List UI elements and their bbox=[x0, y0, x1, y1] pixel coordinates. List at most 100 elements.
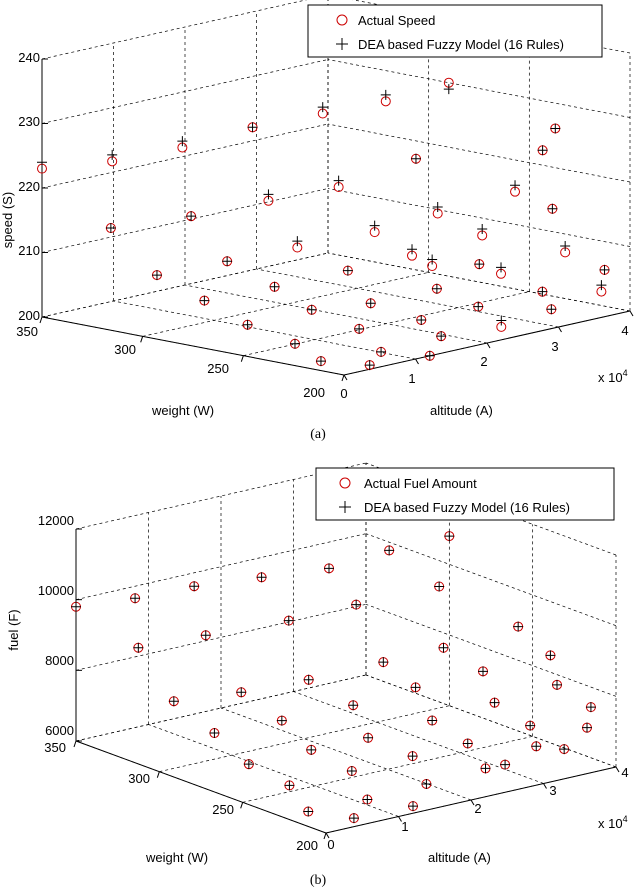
y-tick-mark bbox=[39, 316, 43, 324]
model-data-point bbox=[545, 650, 556, 661]
chart-b-caption: (b) bbox=[310, 873, 327, 888]
grid-line bbox=[365, 533, 617, 626]
model-data-point bbox=[525, 720, 536, 731]
y-tick-mark bbox=[140, 336, 144, 343]
model-data-point bbox=[443, 84, 454, 95]
grid-line bbox=[41, 252, 329, 318]
model-data-point bbox=[427, 254, 438, 265]
chart-a-z-tick: 240 bbox=[18, 50, 40, 65]
chart-b-z-tick: 8000 bbox=[45, 653, 74, 668]
grid-line bbox=[113, 300, 416, 360]
model-data-point bbox=[256, 572, 267, 583]
model-data-point bbox=[276, 715, 287, 726]
model-data-point bbox=[546, 304, 557, 315]
model-data-point bbox=[200, 630, 211, 641]
grid-line bbox=[184, 284, 488, 344]
model-data-point bbox=[243, 759, 254, 770]
x-tick-mark bbox=[470, 799, 475, 806]
model-data-point bbox=[333, 175, 344, 186]
model-data-point bbox=[168, 696, 179, 707]
grid-line bbox=[75, 533, 367, 601]
y-axis-line bbox=[41, 316, 345, 376]
grid-line bbox=[327, 123, 631, 183]
model-data-point bbox=[432, 202, 443, 213]
grid-line bbox=[365, 604, 617, 697]
y-tick-mark bbox=[73, 740, 77, 748]
model-data-point bbox=[380, 89, 391, 100]
model-data-point bbox=[496, 315, 507, 326]
model-data-point bbox=[351, 599, 362, 610]
model-data-point bbox=[513, 621, 524, 632]
model-data-point bbox=[431, 283, 442, 294]
chart-b-x-tick: 0 bbox=[327, 837, 334, 852]
model-data-point bbox=[547, 203, 558, 214]
model-data-point bbox=[384, 545, 395, 556]
chart-b-y-label: weight (W) bbox=[145, 850, 208, 865]
y-tick-mark bbox=[323, 832, 327, 840]
chart-a: 240 230 220 210 200 350 300 250 200 0 1 … bbox=[0, 0, 634, 442]
grid-line bbox=[293, 691, 544, 784]
model-data-point bbox=[378, 657, 389, 668]
chart-a-y-label: weight (W) bbox=[151, 403, 214, 418]
chart-b-y-tick: 350 bbox=[44, 740, 66, 755]
model-data-point bbox=[364, 360, 375, 371]
model-data-point bbox=[559, 744, 570, 755]
chart-a-marks bbox=[37, 77, 610, 371]
chart-a-x-tick: 1 bbox=[408, 371, 415, 386]
chart-b-y-tick: 300 bbox=[128, 771, 150, 786]
model-data-point bbox=[416, 314, 427, 325]
model-data-point bbox=[199, 295, 210, 306]
chart-b-axes bbox=[73, 528, 620, 840]
chart-a-legend-box bbox=[307, 4, 603, 58]
model-data-point bbox=[477, 224, 488, 234]
chart-a-x-tick: 0 bbox=[340, 386, 347, 401]
chart-a-y-tick: 300 bbox=[114, 342, 136, 357]
model-data-point bbox=[473, 301, 484, 312]
model-data-point bbox=[552, 679, 562, 690]
model-data-point bbox=[362, 794, 373, 805]
model-data-point bbox=[303, 806, 314, 817]
model-data-point bbox=[478, 666, 488, 677]
grid-line bbox=[327, 59, 631, 118]
x-tick-mark bbox=[629, 310, 634, 317]
chart-b-legend-label: Actual Fuel Amount bbox=[364, 476, 477, 491]
model-data-point bbox=[133, 642, 144, 653]
chart-b-z-tick: 12000 bbox=[38, 513, 74, 528]
model-data-point bbox=[151, 270, 162, 281]
model-data-point bbox=[421, 778, 432, 789]
x-tick-mark bbox=[398, 816, 402, 822]
model-data-point bbox=[289, 338, 300, 349]
model-data-point bbox=[348, 813, 359, 824]
model-data-point bbox=[376, 346, 387, 357]
chart-a-x-tick: 4 bbox=[621, 323, 628, 338]
x-tick-mark bbox=[486, 342, 491, 349]
model-data-point bbox=[436, 331, 447, 342]
y-tick-mark bbox=[341, 374, 345, 382]
model-data-point bbox=[342, 265, 353, 276]
model-data-point bbox=[130, 593, 141, 604]
chart-a-axes bbox=[39, 58, 634, 382]
chart-b: 12000 10000 8000 6000 350 300 250 200 0 … bbox=[6, 462, 629, 888]
grid-line bbox=[41, 59, 329, 124]
chart-b-y-tick: 250 bbox=[212, 802, 234, 817]
grid-line bbox=[75, 603, 367, 671]
chart-b-legend-plus-marker bbox=[339, 501, 351, 513]
chart-a-legend-plus-marker bbox=[336, 38, 348, 50]
model-data-point bbox=[317, 102, 328, 113]
model-data-point bbox=[537, 145, 548, 156]
model-data-point bbox=[283, 615, 294, 626]
x-tick-mark bbox=[343, 374, 348, 381]
chart-a-y-tick: 250 bbox=[207, 361, 229, 376]
chart-a-x-tick: 3 bbox=[551, 339, 558, 354]
chart-a-z-label: speed (S) bbox=[0, 192, 15, 248]
model-data-point bbox=[585, 702, 596, 713]
model-data-point bbox=[434, 581, 445, 592]
x-tick-mark bbox=[325, 832, 330, 839]
grid-line bbox=[41, 0, 308, 60]
y-tick-mark bbox=[156, 771, 160, 778]
model-data-point bbox=[444, 531, 455, 542]
chart-b-x-exponent: x 104 bbox=[598, 814, 628, 831]
model-data-point bbox=[407, 244, 418, 255]
grid-line bbox=[148, 724, 399, 817]
model-data-point bbox=[410, 682, 421, 693]
